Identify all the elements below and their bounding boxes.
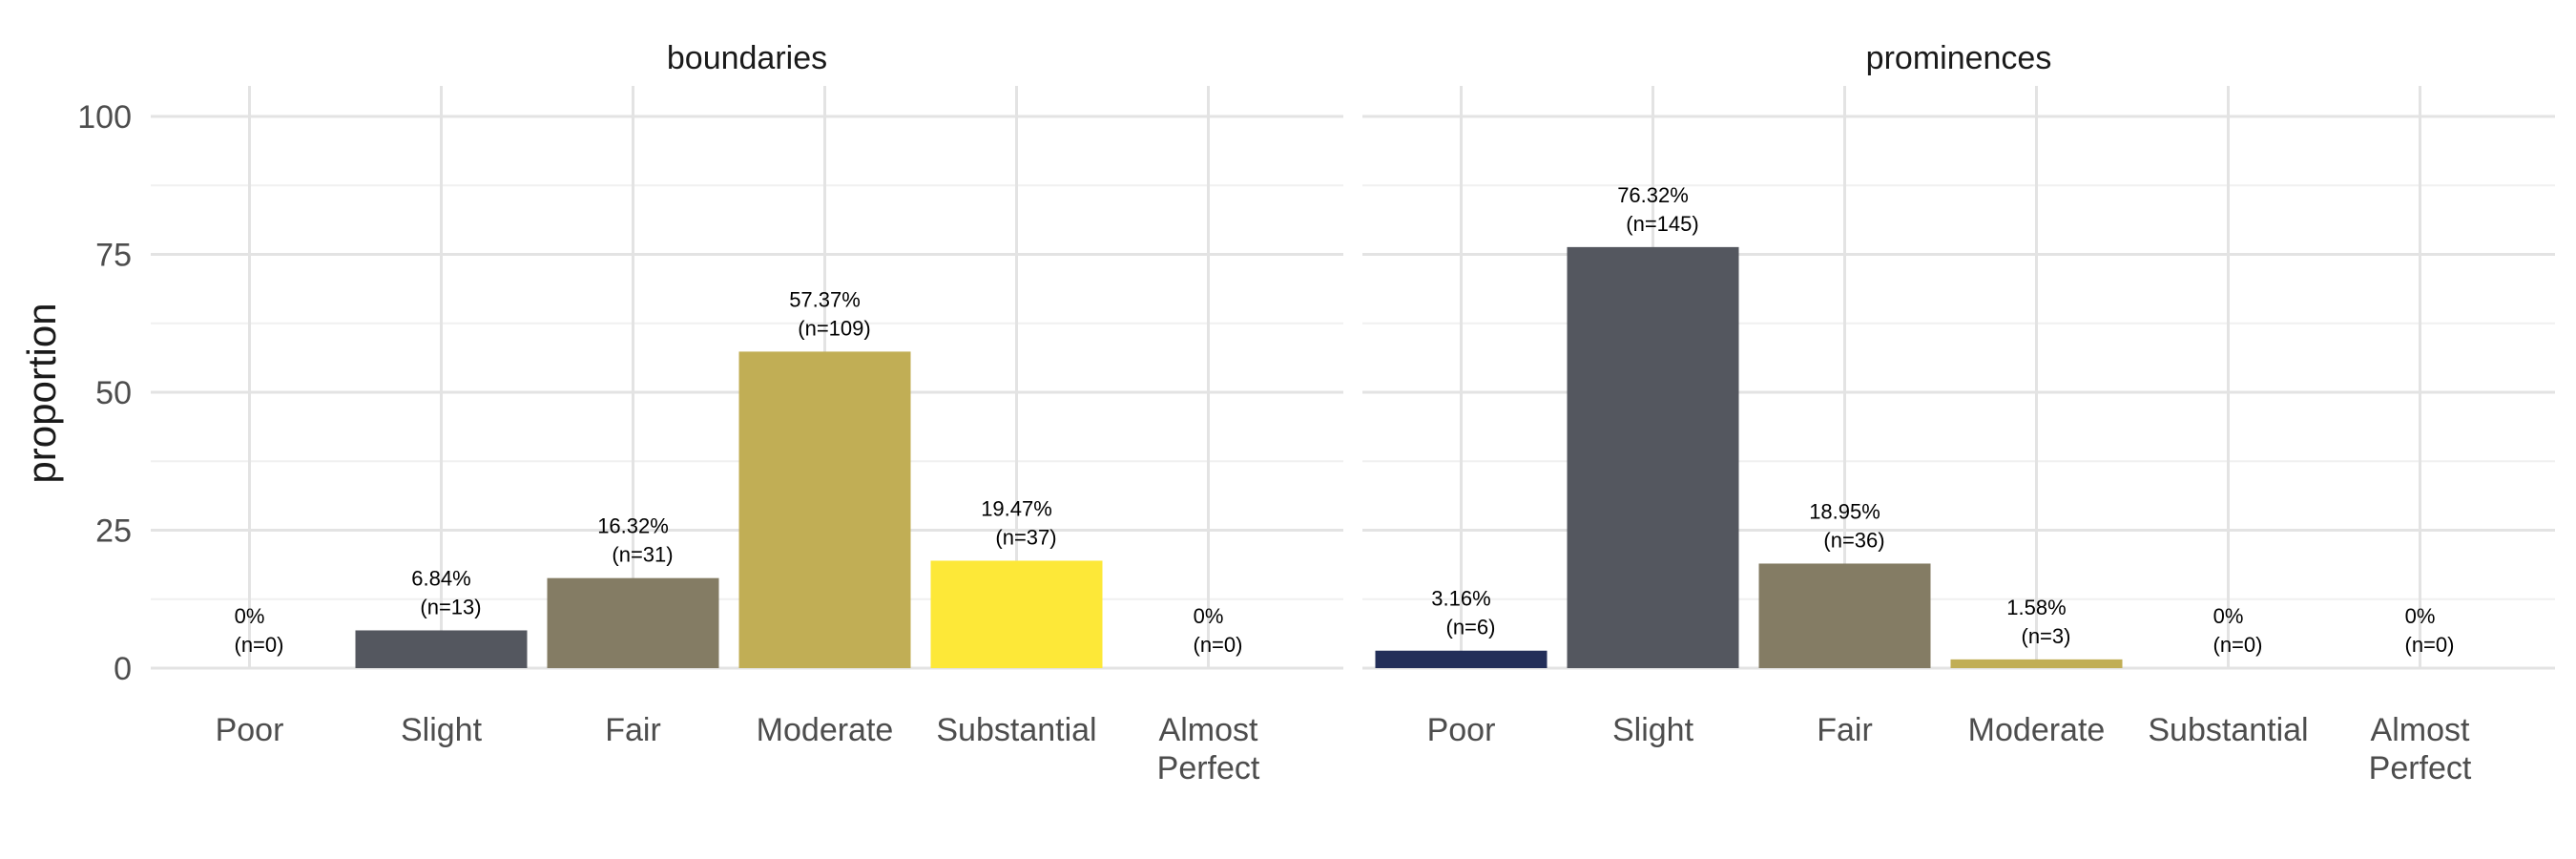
data-label-count: (n=0) <box>2213 633 2263 657</box>
bar <box>1950 659 2123 668</box>
y-tick-label: 25 <box>95 513 132 550</box>
x-tick-label: Poor <box>1427 712 1496 748</box>
data-label-count: (n=6) <box>1446 616 1496 639</box>
bar <box>1567 246 1739 668</box>
x-tick-label: Perfect <box>1157 750 1260 786</box>
data-label-count: (n=109) <box>798 316 870 340</box>
x-tick-label: Moderate <box>1968 712 2106 748</box>
data-label-count: (n=0) <box>235 633 284 657</box>
y-tick-label: 75 <box>95 238 132 274</box>
y-tick-label: 0 <box>114 651 132 687</box>
facet-panels: 0 25 50 75 100 boundaries 0% (n=0) Poor 6.84% (n=1… <box>77 40 2555 786</box>
data-label-percent: 57.37% <box>789 287 861 311</box>
data-label-count: (n=145) <box>1626 212 1698 236</box>
facet-title: boundaries <box>667 40 827 76</box>
bar <box>930 560 1103 668</box>
data-label-percent: 0% <box>1194 604 1224 628</box>
x-tick-label: Perfect <box>2369 750 2472 786</box>
data-label-percent: 0% <box>235 604 265 628</box>
data-label-percent: 18.95% <box>1809 499 1880 523</box>
bar <box>1758 563 1931 668</box>
data-label-count: (n=37) <box>995 525 1056 549</box>
x-tick-label: Substantial <box>936 712 1096 748</box>
data-label-percent: 0% <box>2213 604 2244 628</box>
data-label-percent: 6.84% <box>411 566 470 590</box>
x-tick-label: Slight <box>1612 712 1694 748</box>
x-tick-label: Moderate <box>757 712 894 748</box>
facet-panel-prominences: prominences 3.16% (n=6) Poor 76.32% (n=145) Sl… <box>1362 40 2555 786</box>
y-axis-label: proportion <box>19 303 64 483</box>
data-label-count: (n=13) <box>420 595 481 618</box>
data-label-percent: 1.58% <box>2006 596 2066 619</box>
x-tick-label: Fair <box>605 712 661 748</box>
data-label-count: (n=0) <box>2405 633 2455 657</box>
bar <box>738 351 911 668</box>
x-tick-label: Poor <box>216 712 284 748</box>
y-tick-label: 50 <box>95 375 132 411</box>
facet-title: prominences <box>1866 40 2052 76</box>
x-tick-label: Fair <box>1817 712 1873 748</box>
data-label-percent: 76.32% <box>1617 183 1689 207</box>
data-label-count: (n=36) <box>1823 528 1884 552</box>
data-label-percent: 19.47% <box>981 496 1052 520</box>
data-label-percent: 16.32% <box>597 514 669 538</box>
bar <box>547 577 719 668</box>
facet-panel-boundaries: boundaries 0% (n=0) Poor 6.84% (n=13) Slight 16… <box>151 40 1343 786</box>
data-label-count: (n=31) <box>612 543 673 567</box>
data-label-count: (n=0) <box>1194 633 1243 657</box>
x-tick-label: Almost <box>1159 712 1258 748</box>
x-tick-label: Almost <box>2371 712 2470 748</box>
y-tick-label: 100 <box>77 99 132 136</box>
x-tick-label: Slight <box>401 712 483 748</box>
data-label-count: (n=3) <box>2022 624 2071 648</box>
data-label-percent: 3.16% <box>1431 587 1490 611</box>
bar <box>1375 650 1548 668</box>
data-label-percent: 0% <box>2405 604 2436 628</box>
bar <box>355 630 528 668</box>
x-tick-label: Substantial <box>2148 712 2308 748</box>
